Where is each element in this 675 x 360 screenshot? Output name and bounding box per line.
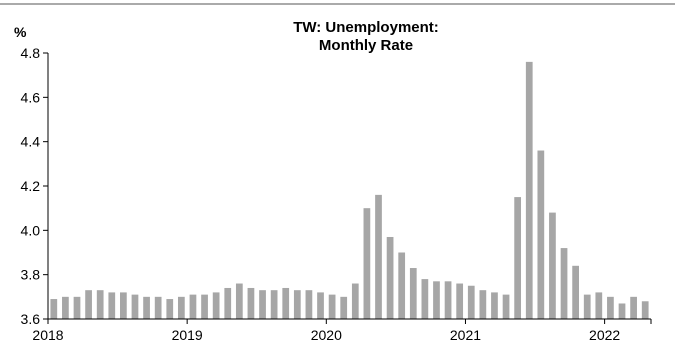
x-axis: 2018 2019 2020 2021 2022 [32, 318, 652, 343]
chart-title: TW: Unemployment: [293, 19, 439, 36]
bar [502, 294, 510, 319]
bar [166, 299, 174, 319]
bar [154, 296, 162, 319]
bar [618, 303, 626, 319]
x-tick-label: 2019 [172, 327, 203, 343]
bar [560, 248, 568, 319]
bar [189, 294, 197, 319]
y-axis: 3.6 3.8 4.0 4.2 4.4 4.6 4.8 [21, 45, 49, 327]
bar [96, 290, 104, 319]
y-tick-label: 3.6 [21, 311, 41, 327]
bar [224, 287, 232, 319]
bar [108, 292, 116, 319]
bar [177, 296, 185, 319]
bar [247, 287, 255, 319]
bar [549, 212, 556, 319]
y-tick-label: 4.2 [21, 178, 41, 194]
bar [328, 294, 336, 319]
bar [630, 296, 637, 319]
bar [375, 194, 382, 319]
bar [572, 265, 579, 319]
bar [514, 197, 522, 319]
bar [212, 292, 220, 319]
y-tick-label: 3.8 [21, 267, 41, 283]
bar [421, 279, 429, 319]
bar [50, 299, 58, 319]
bar [386, 236, 394, 319]
bar [62, 296, 69, 319]
bar [270, 290, 278, 319]
bar [351, 283, 359, 319]
bar [201, 294, 208, 319]
bar [143, 296, 150, 319]
bar [340, 296, 348, 319]
chart-subtitle: Monthly Rate [319, 37, 413, 54]
y-unit-label: % [14, 24, 27, 40]
y-tick-label: 4.4 [21, 134, 41, 150]
bar [479, 290, 487, 319]
y-tick-label: 4.6 [21, 89, 41, 105]
bar [305, 290, 313, 319]
bar [409, 268, 417, 319]
bar [73, 296, 81, 319]
bar [433, 281, 440, 319]
bar [641, 301, 649, 319]
bar [467, 285, 475, 319]
bar [293, 290, 301, 319]
bar [282, 287, 290, 319]
bar [456, 283, 464, 319]
bar [363, 208, 371, 319]
x-tick-label: 2022 [589, 327, 620, 343]
bar [607, 296, 614, 319]
x-tick-label: 2021 [450, 327, 481, 343]
y-tick-label: 4.8 [21, 45, 41, 61]
bar [259, 290, 266, 319]
bar [595, 292, 603, 319]
bar [491, 292, 498, 319]
bar [85, 290, 92, 319]
bar [235, 283, 243, 319]
bar [583, 294, 591, 319]
bar [537, 150, 545, 319]
bar [444, 281, 452, 319]
bar [398, 252, 406, 319]
bar [120, 292, 127, 319]
bar [317, 292, 324, 319]
bar-series [50, 61, 649, 320]
x-tick-label: 2018 [32, 327, 63, 343]
bar [131, 294, 139, 319]
y-tick-label: 4.0 [21, 222, 41, 238]
bar [525, 61, 533, 320]
x-tick-label: 2020 [311, 327, 342, 343]
